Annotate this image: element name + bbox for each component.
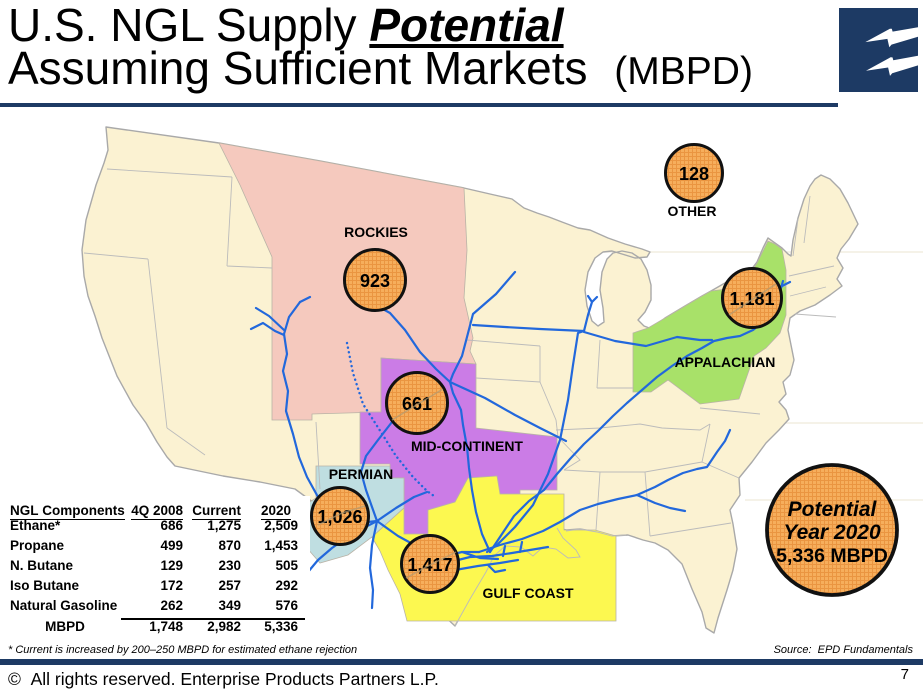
svg-text:PERMIAN: PERMIAN (329, 466, 394, 482)
svg-text:128: 128 (679, 164, 709, 184)
svg-text:MID-CONTINENT: MID-CONTINENT (411, 438, 523, 454)
svg-text:OTHER: OTHER (668, 203, 717, 219)
svg-text:Potential: Potential (788, 498, 878, 521)
svg-text:923: 923 (360, 271, 390, 291)
svg-text:ROCKIES: ROCKIES (344, 224, 408, 240)
svg-text:5,336 MBPD: 5,336 MBPD (776, 545, 888, 567)
svg-text:1,026: 1,026 (317, 507, 362, 527)
svg-text:APPALACHIAN: APPALACHIAN (675, 354, 776, 370)
svg-text:GULF COAST: GULF COAST (483, 585, 574, 601)
svg-text:Year 2020: Year 2020 (783, 521, 881, 544)
